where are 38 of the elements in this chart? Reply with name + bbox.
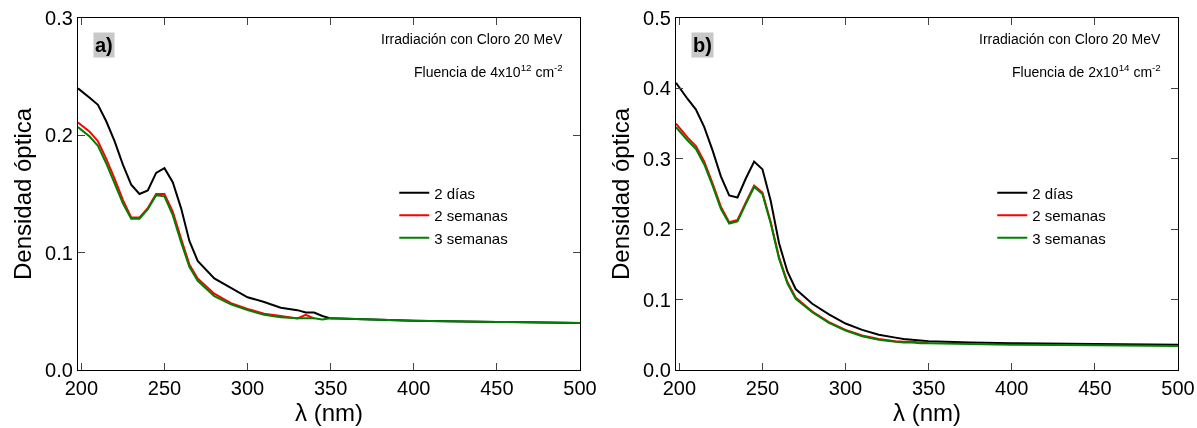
y-tick-label: 0.5: [643, 7, 671, 29]
x-tick-label: 350: [911, 377, 946, 400]
legend-label: 2 semanas: [434, 207, 508, 224]
legend-label: 3 semanas: [434, 229, 508, 247]
legend-label: 3 semanas: [1032, 229, 1106, 247]
legend-label: 2 días: [434, 184, 476, 202]
y-axis-title: Densidad óptica: [607, 107, 635, 281]
annotation: b): [693, 34, 712, 56]
annotation: a): [95, 34, 113, 56]
y-axis-title: Densidad óptica: [9, 107, 37, 281]
x-tick-label: 450: [1078, 377, 1112, 400]
y-tick-label: 0.1: [45, 241, 73, 264]
x-tick-label: 300: [828, 377, 863, 400]
annotation: Fluencia de 4x10$^{12}$ cm$^{-2}$: [414, 62, 563, 80]
x-tick-label: 450: [480, 377, 514, 400]
x-tick-label: 350: [313, 377, 348, 400]
y-tick-label: 0.2: [45, 124, 73, 147]
legend-label: 2 días: [1032, 184, 1074, 202]
line-series: [78, 126, 580, 325]
line-series: [676, 126, 1178, 348]
y-tick-label: 0.3: [643, 147, 671, 170]
y-tick-label: 0.1: [643, 288, 671, 311]
legend-label: 2 semanas: [1032, 207, 1106, 224]
x-tick-label: 500: [1161, 377, 1195, 400]
y-tick-label: 0.2: [643, 218, 671, 241]
y-tick-label: 0.4: [643, 77, 671, 100]
x-tick-label: 250: [147, 377, 182, 400]
x-tick-label: 250: [745, 377, 780, 400]
annotation: Fluencia de 2x10$^{14}$ cm$^{-2}$: [1012, 62, 1161, 80]
x-tick-label: 300: [230, 377, 265, 400]
annotation: Irradiación con Cloro 20 MeV: [979, 31, 1161, 47]
x-tick-label: 400: [397, 377, 431, 400]
y-tick-label: 0.3: [45, 7, 73, 29]
x-axis-title: λ (nm): [295, 399, 363, 427]
x-tick-label: 500: [563, 377, 597, 400]
x-tick-label: 400: [995, 377, 1029, 400]
annotation: Irradiación con Cloro 20 MeV: [381, 31, 563, 47]
x-axis-title: λ (nm): [893, 399, 961, 427]
